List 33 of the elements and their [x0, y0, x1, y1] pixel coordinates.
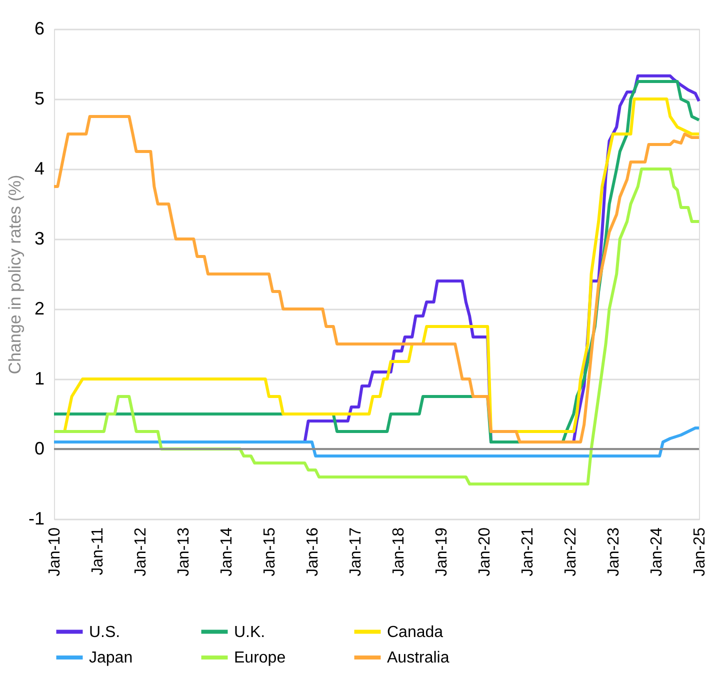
x-tick-label: Jan-15 [261, 527, 278, 576]
x-tick-label: Jan-12 [132, 527, 150, 576]
x-tick-label: Jan-16 [304, 527, 322, 576]
legend-label: Australia [387, 650, 450, 666]
legend-label: Japan [89, 650, 133, 666]
line-series [52, 168, 700, 486]
y-tick-label: 0 [34, 438, 44, 458]
legend-label: Europe [234, 650, 286, 666]
x-tick-label: Jan-22 [562, 527, 580, 576]
x-tick-label: Jan-19 [433, 527, 450, 576]
x-tick-label: Jan-10 [46, 527, 64, 576]
y-tick-label: 5 [34, 88, 44, 108]
x-tick-label: Jan-18 [390, 527, 408, 576]
x-tick-label: Jan-25 [692, 527, 708, 576]
legend-label: U.S. [89, 624, 120, 641]
x-tick-label: Jan-13 [176, 527, 193, 576]
x-tick-label: Jan-21 [520, 527, 537, 576]
y-tick-label: 6 [34, 18, 44, 38]
x-tick-label: Jan-20 [476, 527, 494, 576]
x-tick-label: Jan-23 [605, 527, 622, 576]
y-tick-label: 3 [34, 228, 44, 248]
x-tick-label: Jan-11 [89, 527, 106, 576]
y-tick-label: -1 [28, 508, 44, 528]
y-tick-label: 4 [34, 158, 44, 178]
y-axis-title: Change in policy rates (%) [5, 174, 24, 374]
y-tick-label: 1 [34, 368, 44, 388]
x-tick-label: Jan-14 [218, 527, 236, 576]
legend-label: U.K. [234, 624, 266, 641]
legend-label: Canada [387, 624, 444, 641]
line-series [52, 426, 700, 458]
x-tick-label: Jan-17 [348, 527, 365, 576]
x-tick-label: Jan-24 [648, 527, 666, 576]
y-tick-label: 2 [34, 298, 44, 318]
